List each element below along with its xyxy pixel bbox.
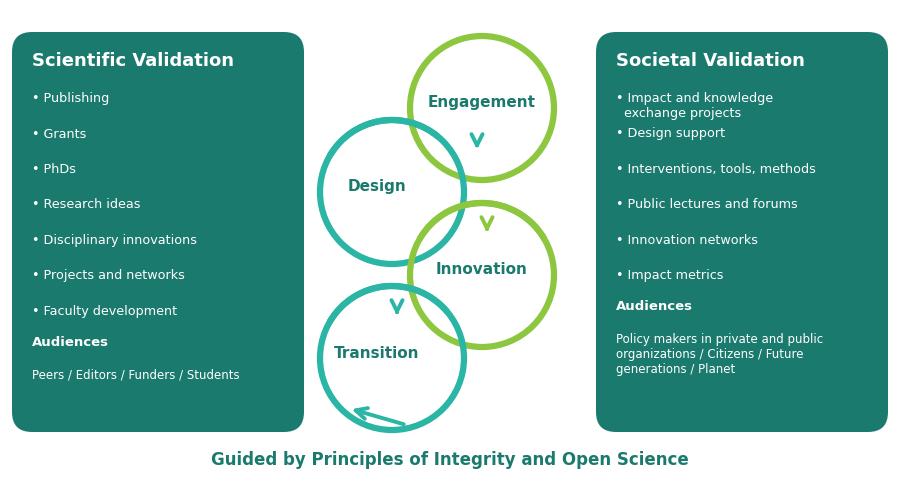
Text: • Publishing: • Publishing [32,92,109,105]
Text: • Impact and knowledge
  exchange projects: • Impact and knowledge exchange projects [616,92,773,120]
Text: Engagement: Engagement [428,96,536,110]
Text: • Impact metrics: • Impact metrics [616,269,724,283]
Text: • Research ideas: • Research ideas [32,199,140,212]
Text: Policy makers in private and public
organizations / Citizens / Future
generation: Policy makers in private and public orga… [616,333,824,376]
Text: • Public lectures and forums: • Public lectures and forums [616,199,797,212]
Text: Guided by Principles of Integrity and Open Science: Guided by Principles of Integrity and Op… [212,451,688,469]
Text: • PhDs: • PhDs [32,163,76,176]
Text: • Interventions, tools, methods: • Interventions, tools, methods [616,163,816,176]
Text: • Grants: • Grants [32,128,86,141]
Text: Societal Validation: Societal Validation [616,52,805,70]
FancyBboxPatch shape [12,32,304,432]
Text: Audiences: Audiences [32,336,109,348]
Text: • Faculty development: • Faculty development [32,305,177,318]
Text: Scientific Validation: Scientific Validation [32,52,234,70]
Text: Design: Design [347,180,407,194]
Text: Peers / Editors / Funders / Students: Peers / Editors / Funders / Students [32,369,239,382]
FancyBboxPatch shape [596,32,888,432]
Text: • Design support: • Design support [616,128,725,141]
Text: • Innovation networks: • Innovation networks [616,234,758,247]
Text: • Disciplinary innovations: • Disciplinary innovations [32,234,197,247]
Text: Innovation: Innovation [436,263,528,277]
Text: Transition: Transition [334,346,419,360]
Text: Audiences: Audiences [616,300,693,313]
Text: • Projects and networks: • Projects and networks [32,269,184,283]
